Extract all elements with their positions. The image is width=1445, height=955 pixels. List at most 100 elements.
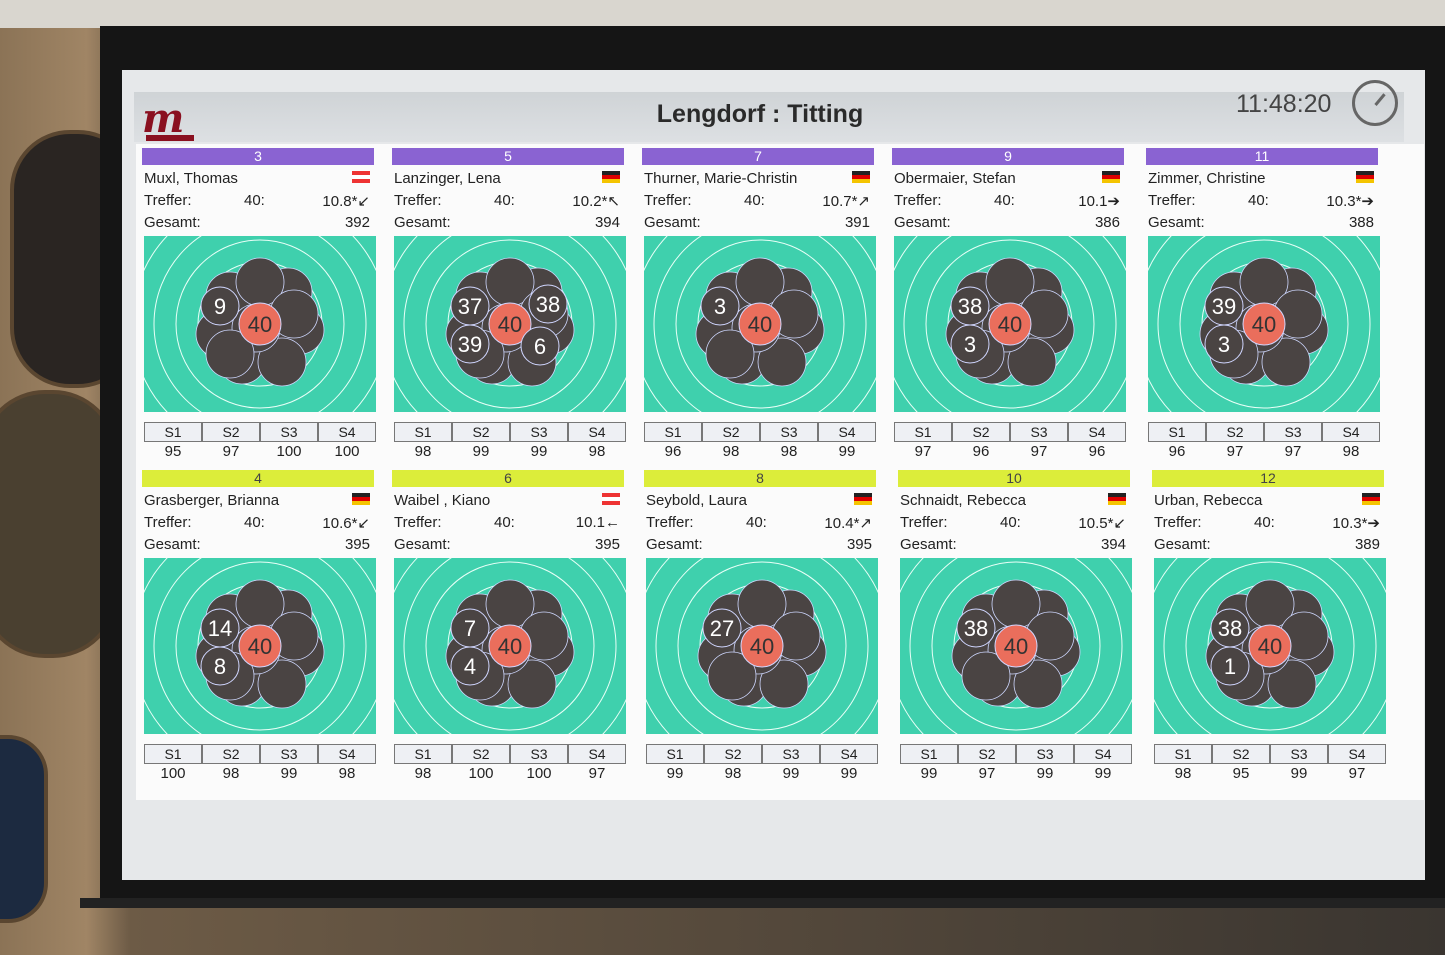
series-scores: S1 S2 S3 S4 98 99 99 98 [394,422,626,462]
shooter-card[interactable]: 5 Lanzinger, Lena Treffer: 40: 10.2*↖ Gesamt:… [386,144,626,464]
shooter-card[interactable]: 6 Waibel , Kiano Treffer: 40: 10.1← Gesamt: 39… [386,466,626,786]
shot-number: 40 [998,312,1022,337]
shooter-name: Schnaidt, Rebecca [900,492,1026,509]
shot-count-label: 40: [746,514,767,531]
shooter-card[interactable]: 3 Muxl, Thomas Treffer: 40: 10.8*↙ Gesamt: 392… [136,144,376,464]
country-flag-icon [352,493,370,505]
current-shot-mark [488,302,532,346]
shot-mark [257,337,307,387]
series-score: 99 [472,443,490,460]
lane-number: 3 [142,148,374,165]
target-ring [403,558,617,734]
series-header: S3 [760,422,818,442]
series-header: S3 [762,744,820,764]
shot-mark [1007,337,1057,387]
series-header: S4 [318,422,376,442]
total-score: 392 [344,214,370,231]
shooter-card[interactable]: 9 Obermaier, Stefan Treffer: 40: 10.1➔ Gesamt… [886,144,1126,464]
shot-mark [520,326,560,366]
match-title: Lengdorf : Titting [656,100,864,128]
shooter-grid: 3 Muxl, Thomas Treffer: 40: 10.8*↙ Gesamt: 392… [136,144,1424,800]
shot-mark [1267,659,1317,709]
series-score: 98 [588,443,606,460]
shot-count-label: 40: [994,192,1015,209]
shooter-name: Grasberger, Brianna [144,492,280,509]
series-score: 96 [664,443,682,460]
target-ring [675,239,845,409]
shooting-target: 40 7 4 [394,558,626,734]
shot-mark [1204,324,1244,364]
series-score: 97 [588,765,606,782]
series-header: S1 [644,422,702,442]
series-scores: S1 S2 S3 S4 98 100 100 97 [394,744,626,784]
treffer-label: Treffer: [900,514,948,531]
shot-mark [450,324,490,364]
series-header: S4 [318,744,376,764]
country-flag-icon [1102,171,1120,183]
series-header: S3 [510,422,568,442]
total-score: 391 [844,214,870,231]
shooter-card[interactable]: 7 Thurner, Marie-Christin Treffer: 40: 10.7*… [636,144,876,464]
gesamt-label: Gesamt: [144,214,201,231]
series-score: 99 [1094,765,1112,782]
series-header: S2 [1206,422,1264,442]
shot-number: 38 [536,292,560,317]
lane-number: 7 [642,148,874,165]
shot-number: 14 [208,616,232,641]
series-header: S2 [202,422,260,442]
last-shot-value: 10.3*➔ [1326,193,1374,210]
current-shot-mark [238,302,282,346]
shot-mark [200,286,240,326]
lane-number: 10 [898,470,1130,487]
current-shot-mark [1248,624,1292,668]
series-header: S2 [704,744,762,764]
total-score: 395 [344,536,370,553]
country-flag-icon [602,493,620,505]
series-header: S4 [1068,422,1126,442]
treffer-label: Treffer: [144,192,192,209]
series-scores: S1 S2 S3 S4 99 97 99 99 [900,744,1132,784]
series-score: 100 [526,765,552,782]
series-header: S4 [820,744,878,764]
series-header: S1 [144,744,202,764]
shooting-target: 40 14 8 [144,558,376,734]
target-ring [153,558,367,734]
shot-number: 40 [248,312,272,337]
shooter-card[interactable]: 4 Grasberger, Brianna Treffer: 40: 10.6*↙ Ges… [136,466,376,786]
target-ring [925,239,1095,409]
clock-icon [1352,80,1398,126]
shooter-card[interactable]: 10 Schnaidt, Rebecca Treffer: 40: 10.5*↙ Gesa… [892,466,1132,786]
series-score: 99 [782,765,800,782]
country-flag-icon [352,171,370,183]
shot-number: 39 [1212,294,1236,319]
shot-number: 40 [1258,634,1282,659]
app-header [134,92,1404,142]
lane-number: 9 [892,148,1124,165]
current-shot-mark [988,302,1032,346]
series-header: S4 [818,422,876,442]
shooter-card[interactable]: 12 Urban, Rebecca Treffer: 40: 10.3*➔ Gesamt:… [1146,466,1386,786]
shot-count-label: 40: [494,192,515,209]
wall-plaque-middle [0,390,118,658]
shot-number: 27 [710,616,734,641]
treffer-label: Treffer: [144,514,192,531]
series-score: 100 [276,443,302,460]
series-score: 96 [1168,443,1186,460]
screen-bottom-bar [80,898,1445,908]
meyton-logo: m [142,95,185,142]
series-header: S2 [958,744,1016,764]
current-shot-mark [1242,302,1286,346]
gesamt-label: Gesamt: [644,214,701,231]
shot-number: 40 [248,634,272,659]
current-shot-mark [238,624,282,668]
series-scores: S1 S2 S3 S4 98 95 99 97 [1154,744,1386,784]
shooter-card[interactable]: 11 Zimmer, Christine Treffer: 40: 10.3*➔ Gesa… [1140,144,1380,464]
series-score: 98 [222,765,240,782]
shooter-card[interactable]: 8 Seybold, Laura Treffer: 40: 10.4*↗ Gesamt: 3… [638,466,878,786]
target-ring [653,236,867,412]
series-header: S2 [1212,744,1270,764]
series-score: 98 [414,443,432,460]
shooter-name: Obermaier, Stefan [894,170,1016,187]
target-ring [175,239,345,409]
target-ring [903,236,1117,412]
